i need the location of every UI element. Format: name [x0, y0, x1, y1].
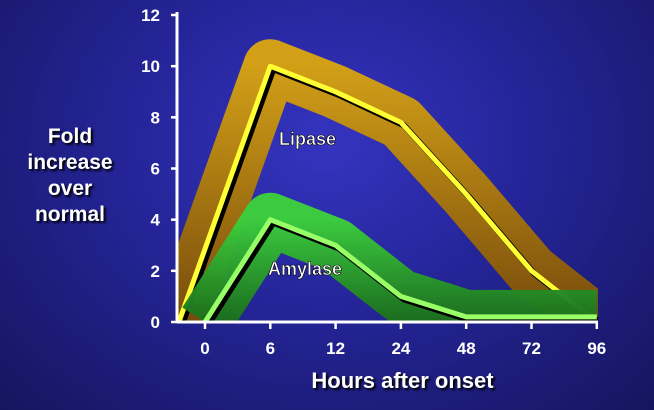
y-tick-label: 0	[151, 313, 160, 332]
x-tick-label: 96	[587, 339, 606, 358]
y-axis-label-line: increase	[27, 151, 113, 174]
x-tick-label: 72	[522, 339, 541, 358]
lipase-series-line	[178, 63, 598, 322]
y-axis-label-line: Fold	[47, 125, 93, 148]
amylase-series-label: Amylase	[268, 259, 342, 279]
y-tick-label: 12	[141, 6, 160, 25]
y-tick-label: 8	[151, 108, 160, 127]
x-tick-label: 6	[266, 339, 275, 358]
y-axis-label: Fold increase over normal	[22, 124, 118, 228]
y-axis-label-line: over	[47, 177, 93, 200]
y-tick-label: 6	[151, 160, 160, 179]
lipase-series-label: Lipase	[279, 129, 336, 149]
x-tick-label: 24	[391, 339, 410, 358]
x-tick-label: 0	[200, 339, 209, 358]
x-tick-label: 12	[326, 339, 345, 358]
y-axis-label-line: normal	[34, 203, 105, 226]
amylase-series-line	[202, 217, 597, 322]
y-tick-label: 2	[151, 262, 160, 281]
x-axis-label: Hours after onset	[311, 368, 494, 393]
x-tick-label: 48	[457, 339, 476, 358]
y-tick-label: 10	[141, 57, 160, 76]
y-tick-label: 4	[151, 211, 161, 230]
